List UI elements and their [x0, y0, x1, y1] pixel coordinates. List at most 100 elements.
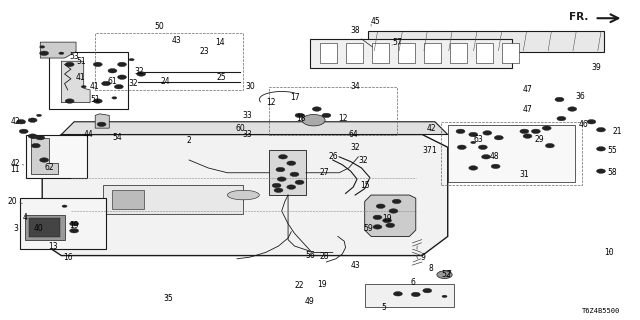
Text: 28: 28 [319, 252, 329, 261]
Circle shape [531, 129, 540, 133]
Circle shape [302, 115, 325, 126]
Circle shape [545, 143, 554, 148]
Text: 39: 39 [591, 63, 601, 72]
Circle shape [276, 167, 285, 172]
Circle shape [383, 218, 392, 223]
Circle shape [470, 141, 476, 144]
Circle shape [568, 107, 577, 111]
Circle shape [17, 120, 26, 124]
Circle shape [36, 135, 45, 140]
Text: 45: 45 [371, 17, 381, 26]
Circle shape [28, 118, 37, 123]
Circle shape [295, 113, 304, 118]
Text: 23: 23 [200, 47, 209, 56]
Text: 59: 59 [364, 224, 373, 233]
Text: 3: 3 [13, 224, 19, 233]
Circle shape [386, 223, 395, 228]
Text: 19: 19 [383, 214, 392, 223]
Polygon shape [372, 44, 388, 63]
Circle shape [468, 132, 477, 137]
Circle shape [557, 116, 566, 121]
Text: 46: 46 [579, 120, 588, 130]
Circle shape [40, 158, 49, 162]
Text: 30: 30 [245, 82, 255, 91]
Circle shape [555, 97, 564, 102]
Circle shape [93, 62, 102, 67]
Text: T6Z4B5500: T6Z4B5500 [582, 308, 620, 314]
Circle shape [389, 209, 398, 213]
Text: 1: 1 [431, 146, 436, 155]
Polygon shape [20, 198, 106, 249]
Text: 49: 49 [305, 297, 314, 306]
Circle shape [445, 275, 451, 277]
Circle shape [278, 155, 287, 159]
Text: 12: 12 [266, 98, 275, 107]
Polygon shape [95, 114, 109, 128]
Text: 9: 9 [421, 253, 426, 262]
Text: 37: 37 [422, 146, 433, 155]
Text: 11: 11 [10, 165, 20, 174]
Text: 4: 4 [22, 213, 28, 222]
Circle shape [129, 58, 134, 61]
Circle shape [40, 46, 45, 48]
Text: 47: 47 [523, 85, 533, 94]
Circle shape [423, 288, 432, 293]
Circle shape [118, 75, 127, 79]
Text: 64: 64 [349, 130, 358, 139]
Text: 32: 32 [135, 67, 145, 76]
Circle shape [373, 225, 382, 229]
Circle shape [108, 68, 117, 73]
Polygon shape [113, 190, 145, 209]
Text: 31: 31 [519, 170, 529, 179]
Text: 14: 14 [215, 38, 225, 47]
Text: FR.: FR. [569, 12, 588, 22]
Text: 56: 56 [305, 251, 315, 260]
Circle shape [494, 135, 503, 140]
Circle shape [483, 131, 492, 135]
Text: 42: 42 [10, 159, 20, 168]
Circle shape [491, 164, 500, 169]
Text: 21: 21 [612, 127, 622, 136]
Circle shape [102, 81, 111, 86]
Circle shape [478, 145, 487, 149]
Text: 50: 50 [154, 22, 164, 31]
Polygon shape [346, 44, 363, 63]
Text: 13: 13 [48, 242, 58, 251]
Text: 25: 25 [216, 73, 226, 82]
Text: 27: 27 [320, 168, 330, 177]
Polygon shape [365, 284, 454, 307]
Text: 10: 10 [604, 248, 614, 257]
Circle shape [59, 52, 64, 54]
Circle shape [394, 292, 403, 296]
Text: 32: 32 [350, 143, 360, 152]
Circle shape [28, 134, 37, 138]
Polygon shape [365, 195, 416, 236]
Text: 2: 2 [187, 136, 191, 145]
Circle shape [65, 99, 74, 103]
Circle shape [373, 215, 382, 220]
Text: 61: 61 [108, 77, 118, 86]
Polygon shape [424, 44, 440, 63]
Text: 6: 6 [411, 278, 415, 287]
Text: 38: 38 [351, 27, 360, 36]
Circle shape [287, 185, 296, 189]
Text: 43: 43 [351, 261, 360, 270]
Polygon shape [61, 61, 90, 103]
Polygon shape [61, 122, 448, 134]
Text: 48: 48 [489, 152, 499, 161]
Polygon shape [368, 31, 604, 52]
Text: 42: 42 [10, 117, 20, 126]
Circle shape [137, 72, 146, 76]
Text: 54: 54 [113, 133, 122, 142]
Circle shape [596, 147, 605, 151]
Circle shape [437, 271, 452, 278]
Text: 33: 33 [242, 130, 252, 139]
Polygon shape [310, 39, 511, 68]
Circle shape [70, 221, 79, 226]
Text: 40: 40 [34, 224, 44, 233]
Circle shape [287, 161, 296, 165]
Text: 41: 41 [76, 73, 86, 82]
Polygon shape [269, 150, 306, 195]
Text: 55: 55 [607, 146, 617, 155]
Circle shape [596, 169, 605, 173]
